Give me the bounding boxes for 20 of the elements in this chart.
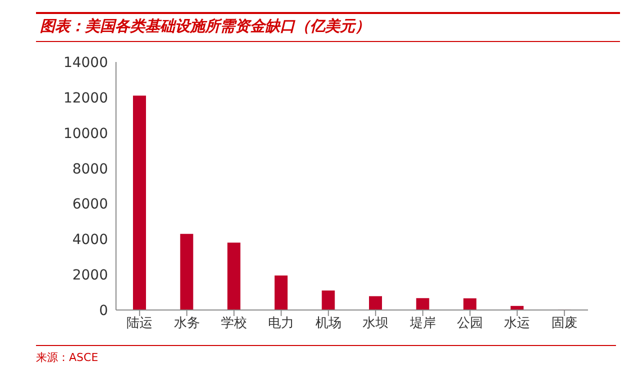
y-tick-label: 6000 xyxy=(72,196,108,213)
y-tick-label: 4000 xyxy=(72,232,108,248)
y-tick-label: 12000 xyxy=(63,90,108,106)
x-tick-label: 固废 xyxy=(551,316,578,332)
x-tick-label: 水运 xyxy=(504,316,530,332)
y-tick-label: 0 xyxy=(99,302,108,319)
y-tick-label: 14000 xyxy=(63,54,108,71)
x-tick-label: 陆运 xyxy=(126,316,153,332)
x-tick-label: 机场 xyxy=(315,316,342,332)
x-tick-label: 电力 xyxy=(268,316,294,332)
y-tick-label: 10000 xyxy=(63,126,108,142)
x-tick-label: 水坝 xyxy=(362,316,389,332)
y-tick-label: 8000 xyxy=(72,161,108,178)
x-tick-label: 水务 xyxy=(174,316,200,332)
chart-title: 图表：美国各类基础设施所需资金缺口（亿美元） xyxy=(36,12,620,42)
y-tick-label: 2000 xyxy=(72,268,108,284)
x-tick-label: 堤岸 xyxy=(408,316,436,332)
x-tick-label: 公园 xyxy=(457,316,483,332)
x-tick-label: 学校 xyxy=(221,316,247,332)
source-note: 来源：ASCE xyxy=(36,350,100,365)
